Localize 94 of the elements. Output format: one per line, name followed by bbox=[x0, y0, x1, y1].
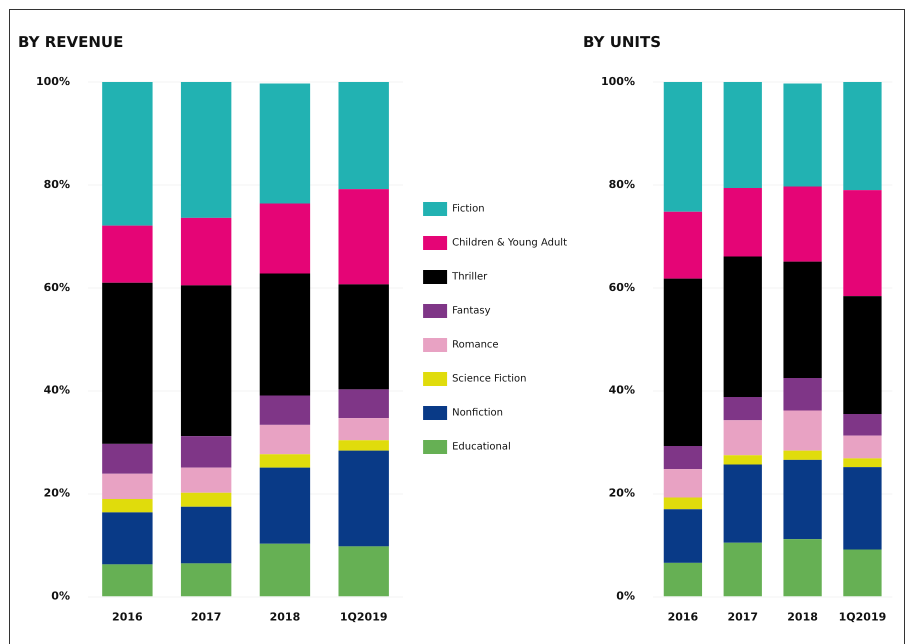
y-tick-label: 60% bbox=[608, 280, 635, 294]
bar bbox=[843, 296, 882, 414]
bar bbox=[724, 188, 762, 257]
bar bbox=[783, 460, 822, 540]
bar bbox=[843, 467, 882, 550]
bar bbox=[260, 274, 310, 396]
y-tick-label: 0% bbox=[616, 590, 635, 603]
legend-label: Children & Young Adult bbox=[452, 238, 568, 249]
bar bbox=[843, 549, 882, 596]
bar bbox=[783, 186, 822, 262]
bar bbox=[843, 436, 882, 458]
bar bbox=[724, 455, 762, 464]
y-tick-label: 20% bbox=[608, 486, 635, 500]
bar bbox=[102, 474, 153, 499]
bar bbox=[180, 82, 232, 218]
bar bbox=[260, 468, 310, 544]
bar bbox=[664, 212, 702, 279]
bar bbox=[783, 450, 822, 460]
bar bbox=[180, 506, 232, 564]
legend-label: Educational bbox=[452, 442, 511, 453]
bar bbox=[664, 446, 702, 470]
bar bbox=[338, 546, 389, 596]
y-tick-label: 40% bbox=[44, 384, 70, 397]
y-tick-label: 100% bbox=[36, 74, 70, 88]
x-tick-label: 2018 bbox=[787, 610, 818, 624]
bar bbox=[102, 444, 153, 474]
bar bbox=[843, 190, 882, 296]
bar bbox=[180, 468, 232, 493]
bar bbox=[783, 539, 822, 596]
bar bbox=[338, 440, 389, 451]
bar bbox=[843, 82, 882, 190]
y-tick-label: 100% bbox=[601, 74, 635, 88]
legend-label: Nonfiction bbox=[452, 408, 503, 419]
x-tick-label: 1Q2019 bbox=[838, 610, 886, 624]
chart-title: BY REVENUE bbox=[18, 32, 124, 51]
bar bbox=[724, 420, 762, 456]
bar bbox=[724, 397, 762, 420]
bar bbox=[180, 436, 232, 468]
bar bbox=[664, 278, 702, 446]
bar bbox=[724, 542, 762, 596]
bar bbox=[664, 562, 702, 596]
bar bbox=[724, 256, 762, 398]
bar bbox=[102, 282, 153, 444]
bar bbox=[338, 189, 389, 284]
chart-title: BY UNITS bbox=[583, 32, 662, 51]
bar bbox=[102, 564, 153, 596]
bar bbox=[180, 492, 232, 507]
legend-label: Fantasy bbox=[452, 306, 491, 317]
bar bbox=[783, 84, 822, 187]
y-tick-label: 80% bbox=[44, 178, 70, 191]
legend-label: Thriller bbox=[451, 272, 488, 283]
legend-label: Science Fiction bbox=[452, 374, 526, 385]
bar bbox=[338, 450, 389, 546]
bar bbox=[783, 410, 822, 451]
bar bbox=[843, 414, 882, 436]
y-tick-label: 0% bbox=[51, 590, 70, 603]
bar bbox=[338, 284, 389, 390]
bar bbox=[664, 82, 702, 212]
y-tick-label: 80% bbox=[608, 178, 635, 191]
x-tick-label: 2017 bbox=[727, 610, 758, 624]
bar bbox=[180, 285, 232, 436]
legend-label: Romance bbox=[452, 340, 499, 351]
bar bbox=[102, 226, 153, 283]
bar bbox=[260, 454, 310, 468]
bar bbox=[338, 418, 389, 440]
bar bbox=[724, 464, 762, 543]
bar bbox=[664, 469, 702, 498]
bar bbox=[180, 218, 232, 286]
bar bbox=[664, 509, 702, 563]
bar bbox=[260, 396, 310, 425]
bar bbox=[102, 82, 153, 226]
bar bbox=[260, 424, 310, 454]
bar bbox=[102, 512, 153, 564]
bar bbox=[260, 84, 310, 204]
bar bbox=[338, 389, 389, 418]
x-tick-label: 2016 bbox=[668, 610, 699, 624]
bar bbox=[783, 378, 822, 410]
x-tick-label: 2018 bbox=[270, 610, 300, 624]
bar bbox=[102, 498, 153, 512]
bar bbox=[843, 458, 882, 468]
y-tick-label: 20% bbox=[44, 486, 70, 500]
y-tick-label: 40% bbox=[608, 384, 635, 397]
legend-label: Fiction bbox=[452, 204, 485, 215]
bar bbox=[664, 497, 702, 510]
bar bbox=[260, 544, 310, 596]
bar bbox=[180, 563, 232, 596]
y-tick-label: 60% bbox=[44, 280, 70, 294]
bar bbox=[260, 203, 310, 274]
bar bbox=[783, 262, 822, 378]
bar bbox=[338, 82, 389, 190]
bar bbox=[724, 82, 762, 188]
x-tick-label: 2016 bbox=[112, 610, 144, 624]
x-tick-label: 1Q2019 bbox=[340, 610, 388, 624]
x-tick-label: 2017 bbox=[190, 610, 222, 624]
